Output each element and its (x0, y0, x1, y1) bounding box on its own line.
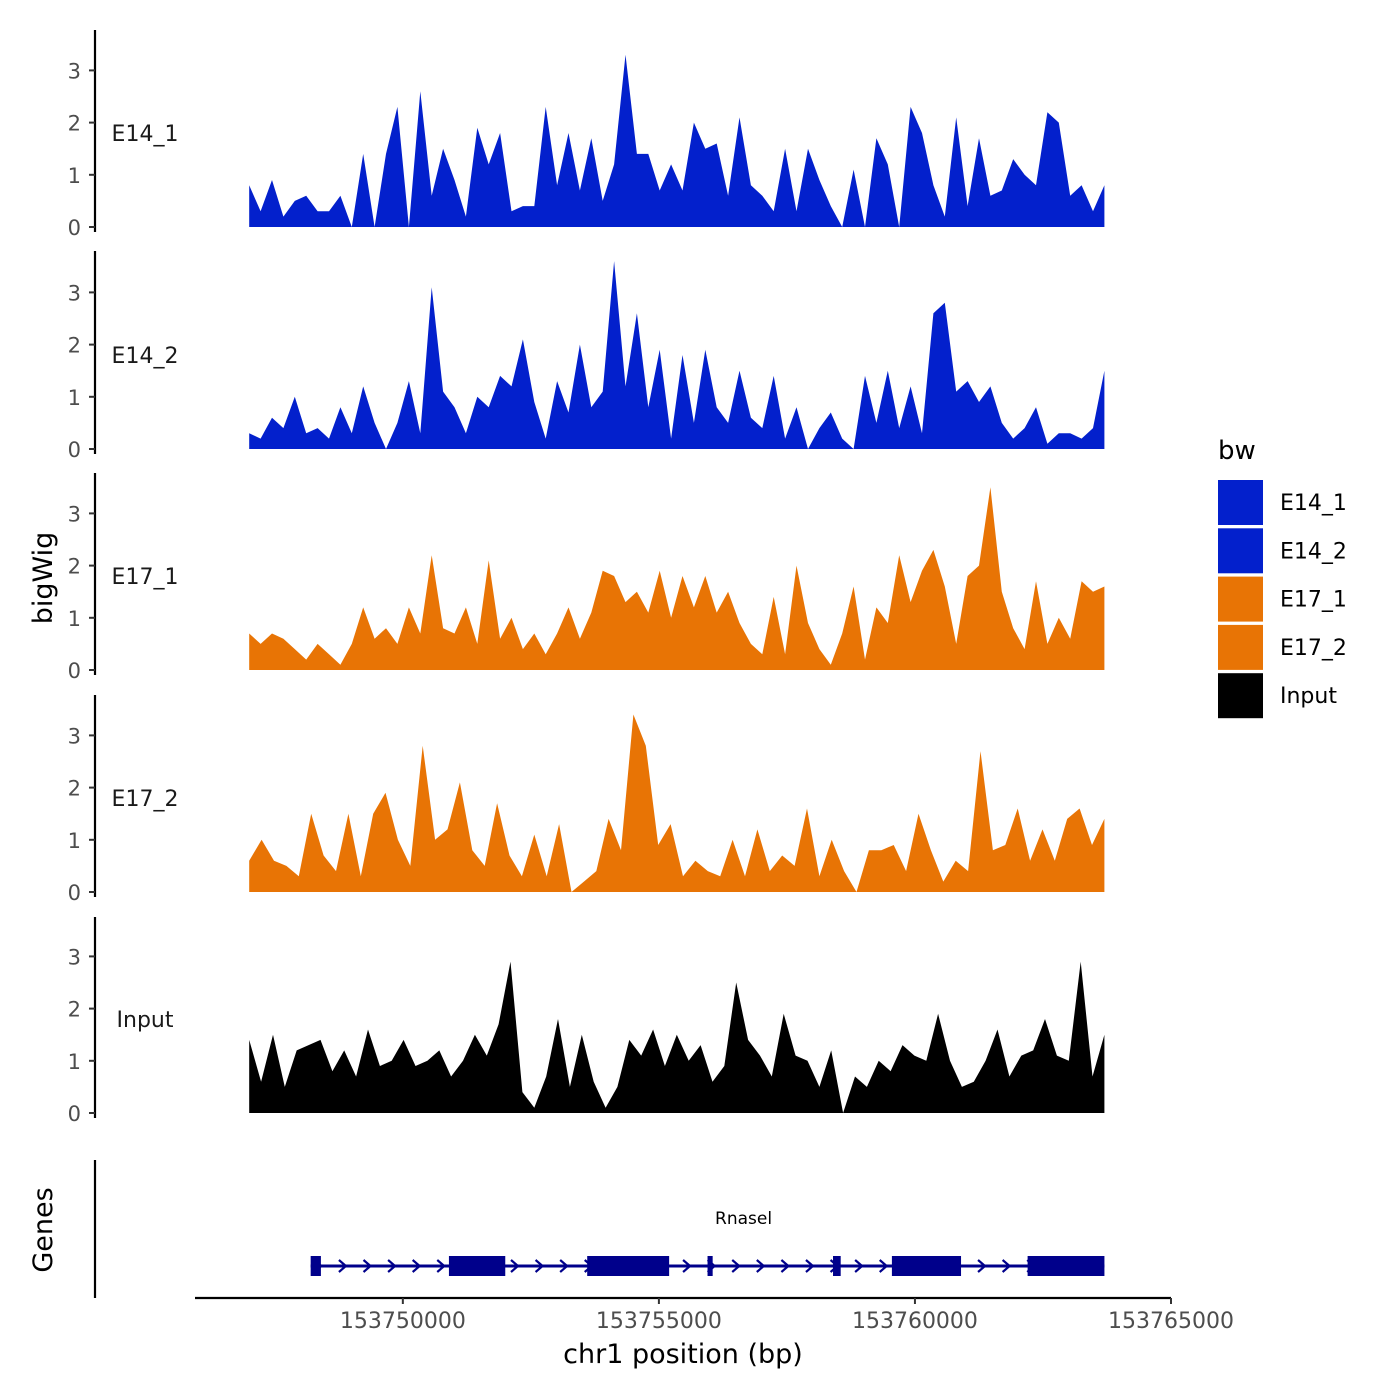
x-tick-label: 153765000 (1108, 1309, 1234, 1334)
coverage-area-E17_2 (249, 714, 1105, 892)
x-tick-label: 153755000 (596, 1309, 722, 1334)
y-tick-label: 2 (68, 998, 81, 1022)
track-label-E17_2: E17_2 (112, 787, 179, 812)
gene-exon (891, 1256, 962, 1276)
strand-arrow-icon (362, 1259, 373, 1273)
y-tick-label: 2 (68, 334, 81, 358)
coverage-area-Input (249, 961, 1105, 1113)
y-tick-label: 0 (68, 1102, 81, 1126)
y-tick-label: 1 (68, 386, 81, 410)
strand-arrow-icon (805, 1259, 815, 1273)
legend-swatch-E14_2 (1218, 528, 1263, 574)
strand-arrow-icon (559, 1259, 569, 1273)
legend-swatch-Input (1218, 673, 1263, 719)
strand-arrow-icon (411, 1259, 422, 1273)
legend-label-E17_2: E17_2 (1280, 636, 1347, 661)
legend-swatch-E17_1 (1218, 576, 1263, 622)
strand-arrow-icon (338, 1259, 348, 1273)
gene-exon (587, 1256, 670, 1276)
track-label-E14_2: E14_2 (112, 344, 179, 369)
x-tick-label: 153750000 (340, 1309, 466, 1334)
y-tick-label: 0 (68, 659, 81, 683)
gene-track-label: Genes (28, 1187, 59, 1272)
strand-arrow-icon (731, 1259, 741, 1273)
strand-arrow-icon (878, 1259, 889, 1273)
gene-name-label: Rnasel (715, 1209, 772, 1229)
y-tick-label: 0 (68, 216, 81, 240)
legend-label-E14_2: E14_2 (1280, 539, 1347, 564)
track-label-E14_1: E14_1 (112, 122, 179, 147)
gene-exon (310, 1256, 321, 1276)
track-label-E17_1: E17_1 (112, 565, 179, 590)
coverage-area-E17_1 (249, 487, 1105, 670)
x-tick-label: 153760000 (852, 1309, 978, 1334)
x-axis-title: chr1 position (bp) (563, 1339, 803, 1370)
strand-arrow-icon (682, 1259, 692, 1273)
y-tick-label: 3 (68, 59, 81, 83)
coverage-area-E14_1 (249, 54, 1105, 228)
legend-title: bw (1218, 436, 1256, 466)
strand-arrow-icon (854, 1259, 864, 1273)
y-tick-label: 2 (68, 112, 81, 136)
legend-label-Input: Input (1280, 684, 1337, 709)
y-tick-label: 2 (68, 777, 81, 801)
y-tick-label: 1 (68, 1050, 81, 1074)
y-tick-label: 3 (68, 502, 81, 526)
y-tick-label: 1 (68, 607, 81, 631)
track-label-Input: Input (117, 1008, 174, 1033)
y-tick-label: 2 (68, 555, 81, 579)
legend-swatch-E14_1 (1218, 480, 1263, 525)
y-tick-label: 0 (68, 881, 81, 905)
gene-exon (1027, 1256, 1105, 1276)
y-tick-label: 3 (68, 281, 81, 305)
y-tick-label: 1 (68, 829, 81, 853)
strand-arrow-icon (756, 1259, 766, 1273)
gene-exon (448, 1256, 506, 1276)
strand-arrow-icon (387, 1259, 397, 1273)
legend-label-E14_1: E14_1 (1280, 491, 1347, 516)
strand-arrow-icon (510, 1259, 520, 1273)
y-tick-label: 3 (68, 945, 81, 969)
gene-exon (707, 1256, 713, 1276)
strand-arrow-icon (436, 1259, 446, 1273)
y-tick-label: 1 (68, 164, 81, 188)
legend-swatch-E17_2 (1218, 624, 1263, 670)
y-axis-title: bigWig (28, 532, 59, 625)
coverage-area-E14_2 (249, 261, 1105, 449)
strand-arrow-icon (977, 1259, 987, 1273)
strand-arrow-icon (1001, 1259, 1012, 1273)
y-tick-label: 0 (68, 438, 81, 462)
strand-arrow-icon (534, 1259, 545, 1273)
y-tick-label: 3 (68, 724, 81, 748)
legend-label-E17_1: E17_1 (1280, 588, 1347, 613)
strand-arrow-icon (780, 1259, 791, 1273)
gene-exon (833, 1256, 841, 1276)
